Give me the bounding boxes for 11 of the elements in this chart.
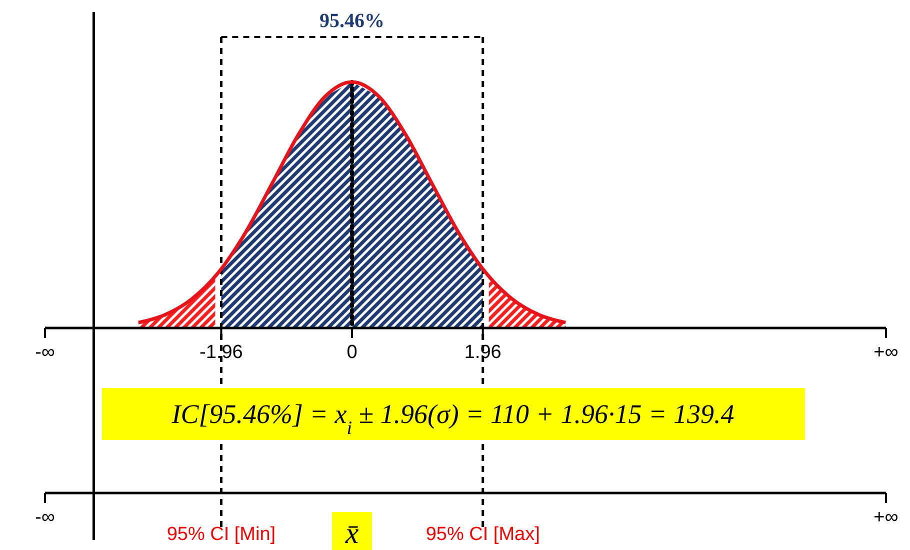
text: IC[95.46%] = x$_{i}$ ± 1.96(σ) = 110 + 1.96·15 = 139.4: [170, 399, 734, 438]
text: +∞: [874, 507, 898, 528]
x-tick-label: -∞: [35, 342, 55, 363]
ref-line-label: 95% CI [Min]: [166, 524, 276, 545]
x-tick-label: +∞: [874, 342, 898, 363]
text: -∞: [35, 507, 55, 528]
chart-title: 95.46%: [320, 10, 385, 32]
ref-line-label: 95% CI [Max]: [426, 524, 540, 545]
text: x̄: [344, 517, 360, 550]
x-tick-label: 0: [346, 342, 358, 363]
x-tick-label: -1.96: [200, 342, 243, 363]
